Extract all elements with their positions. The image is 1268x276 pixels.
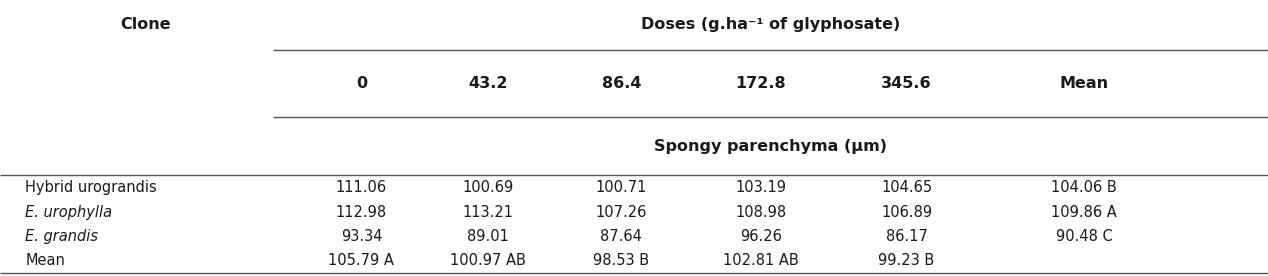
Text: 98.53 B: 98.53 B [593, 253, 649, 269]
Text: Mean: Mean [25, 253, 65, 269]
Text: 103.19: 103.19 [735, 180, 786, 195]
Text: Spongy parenchyma (μm): Spongy parenchyma (μm) [654, 139, 886, 154]
Text: Clone: Clone [120, 17, 171, 32]
Text: E. grandis: E. grandis [25, 229, 99, 244]
Text: 105.79 A: 105.79 A [328, 253, 394, 269]
Text: 111.06: 111.06 [336, 180, 387, 195]
Text: 90.48 C: 90.48 C [1056, 229, 1112, 244]
Text: 102.81 AB: 102.81 AB [723, 253, 799, 269]
Text: 99.23 B: 99.23 B [879, 253, 935, 269]
Text: Doses (g.ha⁻¹ of glyphosate): Doses (g.ha⁻¹ of glyphosate) [640, 17, 900, 32]
Text: 93.34: 93.34 [341, 229, 382, 244]
Text: 100.69: 100.69 [463, 180, 514, 195]
Text: E. urophylla: E. urophylla [25, 205, 113, 219]
Text: 104.06 B: 104.06 B [1051, 180, 1117, 195]
Text: Mean: Mean [1060, 76, 1108, 91]
Text: 172.8: 172.8 [735, 76, 786, 91]
Text: 100.71: 100.71 [596, 180, 647, 195]
Text: 113.21: 113.21 [463, 205, 514, 219]
Text: 86.17: 86.17 [885, 229, 928, 244]
Text: 96.26: 96.26 [739, 229, 782, 244]
Text: 345.6: 345.6 [881, 76, 932, 91]
Text: 104.65: 104.65 [881, 180, 932, 195]
Text: 89.01: 89.01 [467, 229, 510, 244]
Text: 109.86 A: 109.86 A [1051, 205, 1117, 219]
Text: 0: 0 [356, 76, 366, 91]
Text: 87.64: 87.64 [600, 229, 643, 244]
Text: 107.26: 107.26 [596, 205, 647, 219]
Text: 106.89: 106.89 [881, 205, 932, 219]
Text: 43.2: 43.2 [468, 76, 508, 91]
Text: Hybrid urograndis: Hybrid urograndis [25, 180, 157, 195]
Text: 112.98: 112.98 [336, 205, 387, 219]
Text: 100.97 AB: 100.97 AB [450, 253, 526, 269]
Text: 108.98: 108.98 [735, 205, 786, 219]
Text: 86.4: 86.4 [601, 76, 642, 91]
